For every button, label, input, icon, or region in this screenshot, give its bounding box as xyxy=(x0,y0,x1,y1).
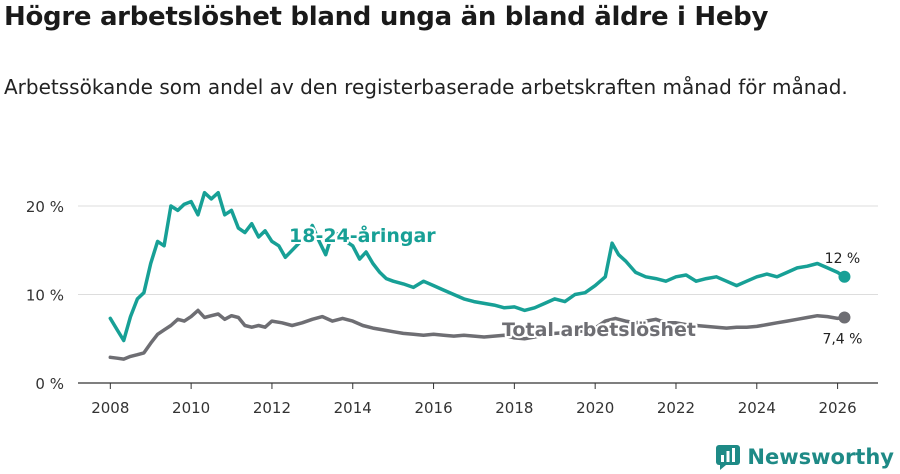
series-line-youth-end-marker xyxy=(838,270,851,283)
x-tick-label: 2012 xyxy=(253,399,291,417)
brand-name: Newsworthy xyxy=(747,445,894,469)
y-tick-label: 20 % xyxy=(26,198,64,216)
y-tick-label: 10 % xyxy=(26,287,64,305)
x-tick-label: 2008 xyxy=(91,399,129,417)
x-tick-label: 2020 xyxy=(576,399,614,417)
series-line-total-end-marker xyxy=(838,311,851,324)
series-line-total xyxy=(108,308,847,361)
newsworthy-logo[interactable]: Newsworthy xyxy=(715,444,894,470)
end-label-youth: 12 % xyxy=(825,251,861,267)
x-tick-label: 2018 xyxy=(495,399,533,417)
end-label-total: 7,4 % xyxy=(822,332,862,348)
x-tick-label: 2026 xyxy=(819,399,857,417)
x-tick-label: 2010 xyxy=(172,399,210,417)
series-label-total: Total arbetslöshet xyxy=(502,319,696,341)
newsworthy-logo-icon xyxy=(716,445,741,470)
chart-title: Högre arbetslöshet bland unga än bland ä… xyxy=(4,2,769,32)
y-tick-label: 0 % xyxy=(35,375,64,393)
series-line-youth xyxy=(108,190,847,343)
chart-subtitle: Arbetssökande som andel av den registerb… xyxy=(4,75,848,99)
x-tick-label: 2024 xyxy=(738,399,776,417)
x-tick-label: 2022 xyxy=(657,399,695,417)
x-tick-label: 2014 xyxy=(334,399,372,417)
series-label-youth: 18-24-åringar xyxy=(289,223,436,247)
x-tick-label: 2016 xyxy=(414,399,452,417)
